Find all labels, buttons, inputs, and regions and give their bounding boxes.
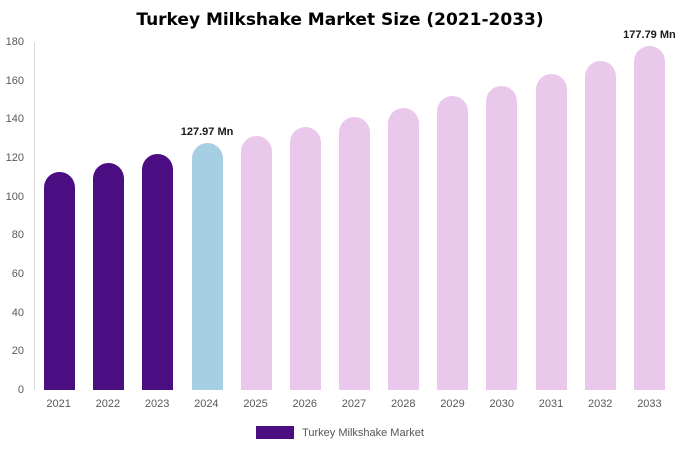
legend-swatch (256, 426, 295, 439)
x-tick-label: 2025 (243, 398, 268, 410)
x-tick-label: 2023 (144, 398, 170, 410)
y-tick-label: 100 (5, 190, 24, 203)
bar-2024 (191, 142, 223, 390)
bar-slot (379, 42, 428, 390)
y-tick-label: 0 (17, 384, 24, 396)
bar-slot: 127.97 Mn (180, 42, 234, 390)
bar-2032 (584, 61, 616, 390)
chart-title: Turkey Milkshake Market Size (2021-2033) (136, 10, 544, 30)
y-tick-label: 140 (5, 113, 24, 126)
bar-2023 (142, 154, 174, 390)
bar-2030 (486, 85, 518, 390)
y-tick-label: 40 (11, 306, 24, 319)
x-axis-tick-labels: 2021 2022 2023 2024 2025 2026 2027 2028 2029 2030… (34, 398, 674, 410)
plot-area: 127.97 Mn 177.79 Mn (34, 29, 676, 390)
bar-series: 127.97 Mn 177.79 Mn (35, 29, 676, 390)
y-tick-label: 180 (5, 36, 24, 48)
bar-slot (133, 42, 182, 390)
bar-2028 (388, 107, 420, 390)
x-tick-label: 2032 (587, 398, 613, 410)
y-tick-label: 160 (5, 74, 24, 87)
legend-label: Turkey Milkshake Market (302, 426, 424, 439)
bar-2021 (44, 171, 76, 390)
x-tick-label: 2026 (292, 398, 318, 410)
x-tick-label: 2022 (95, 398, 121, 410)
bar-2027 (339, 117, 371, 390)
bar-slot (232, 42, 281, 390)
bar-2022 (93, 162, 125, 390)
bar-2031 (535, 73, 567, 390)
x-tick-label: 2033 (637, 398, 662, 410)
x-tick-label: 2028 (391, 398, 416, 410)
bar-slot: 177.79 Mn (623, 29, 676, 390)
bar-slot (527, 42, 576, 390)
bar-slot (477, 42, 526, 390)
bar-2033 (633, 46, 665, 390)
y-tick-label: 80 (11, 229, 24, 242)
y-axis-tick-labels: 0 20 40 60 80 100 120 140 160 180 (0, 36, 30, 396)
y-tick-label: 60 (11, 268, 24, 280)
bar-slot (35, 42, 84, 390)
bar-slot (576, 42, 625, 390)
x-tick-label: 2024 (194, 398, 219, 410)
x-tick-label: 2027 (341, 398, 367, 410)
x-tick-label: 2031 (538, 398, 564, 410)
bar-slot (281, 42, 330, 390)
bar-value-label: 177.79 Mn (623, 29, 676, 42)
legend: Turkey Milkshake Market (0, 426, 680, 439)
x-tick-label: 2030 (489, 398, 514, 410)
bar-2026 (289, 127, 321, 390)
bar-slot (428, 42, 477, 390)
y-tick-label: 20 (11, 345, 24, 358)
y-tick-label: 120 (5, 152, 24, 164)
bar-slot (330, 42, 379, 390)
x-tick-label: 2021 (46, 398, 71, 410)
bar-value-label: 127.97 Mn (180, 125, 234, 138)
bar-2029 (437, 96, 469, 390)
bar-2025 (240, 135, 272, 390)
bar-slot (84, 42, 133, 390)
x-tick-label: 2029 (440, 398, 465, 410)
